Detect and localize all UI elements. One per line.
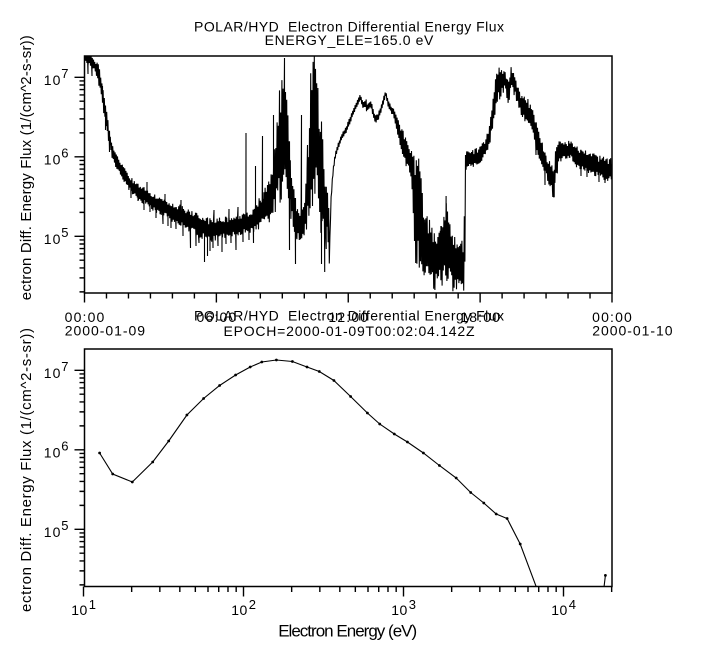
svg-text:5: 5 [61,518,68,533]
svg-text:06:00: 06:00 [197,309,237,325]
svg-text:10: 10 [44,445,61,461]
svg-text:2000-01-09: 2000-01-09 [65,323,146,339]
svg-text:6: 6 [61,439,68,454]
svg-text:18:00: 18:00 [460,309,500,325]
svg-text:10: 10 [391,602,407,618]
svg-text:POLAR/HYD Electron Differenti: POLAR/HYD Electron Differential Energy F… [194,307,504,323]
svg-text:10: 10 [231,602,247,618]
svg-text:00:00: 00:00 [592,309,632,325]
svg-text:7: 7 [61,66,68,81]
svg-text:2: 2 [249,597,256,612]
svg-text:ectron Diff. Energy Flux (1/(c: ectron Diff. Energy Flux (1/(cm^2-s-sr)) [18,35,35,300]
svg-text:EPOCH=2000-01-09T00:02:04.142Z: EPOCH=2000-01-09T00:02:04.142Z [224,323,475,339]
svg-text:4: 4 [569,597,576,612]
svg-text:10: 10 [551,602,567,618]
svg-text:10: 10 [44,72,61,88]
svg-text:12:00: 12:00 [328,309,368,325]
svg-text:10: 10 [44,152,61,168]
svg-text:2000-01-10: 2000-01-10 [592,323,673,339]
svg-text:6: 6 [61,146,68,161]
svg-text:POLAR/HYD Electron Differenti: POLAR/HYD Electron Differential Energy F… [194,18,504,34]
svg-text:10: 10 [44,365,61,381]
svg-text:00:00: 00:00 [65,309,105,325]
svg-text:3: 3 [409,597,416,612]
svg-text:10: 10 [44,524,61,540]
svg-text:10: 10 [44,231,61,247]
svg-text:1: 1 [89,597,96,612]
svg-text:ENERGY_ELE=165.0 eV: ENERGY_ELE=165.0 eV [265,32,434,48]
svg-text:7: 7 [61,359,68,374]
svg-text:Electron Energy (eV): Electron Energy (eV) [278,622,417,641]
svg-text:10: 10 [71,602,87,618]
svg-text:ectron Diff. Energy Flux (1/(c: ectron Diff. Energy Flux (1/(cm^2-s-sr)) [18,328,35,612]
svg-text:5: 5 [61,225,68,240]
